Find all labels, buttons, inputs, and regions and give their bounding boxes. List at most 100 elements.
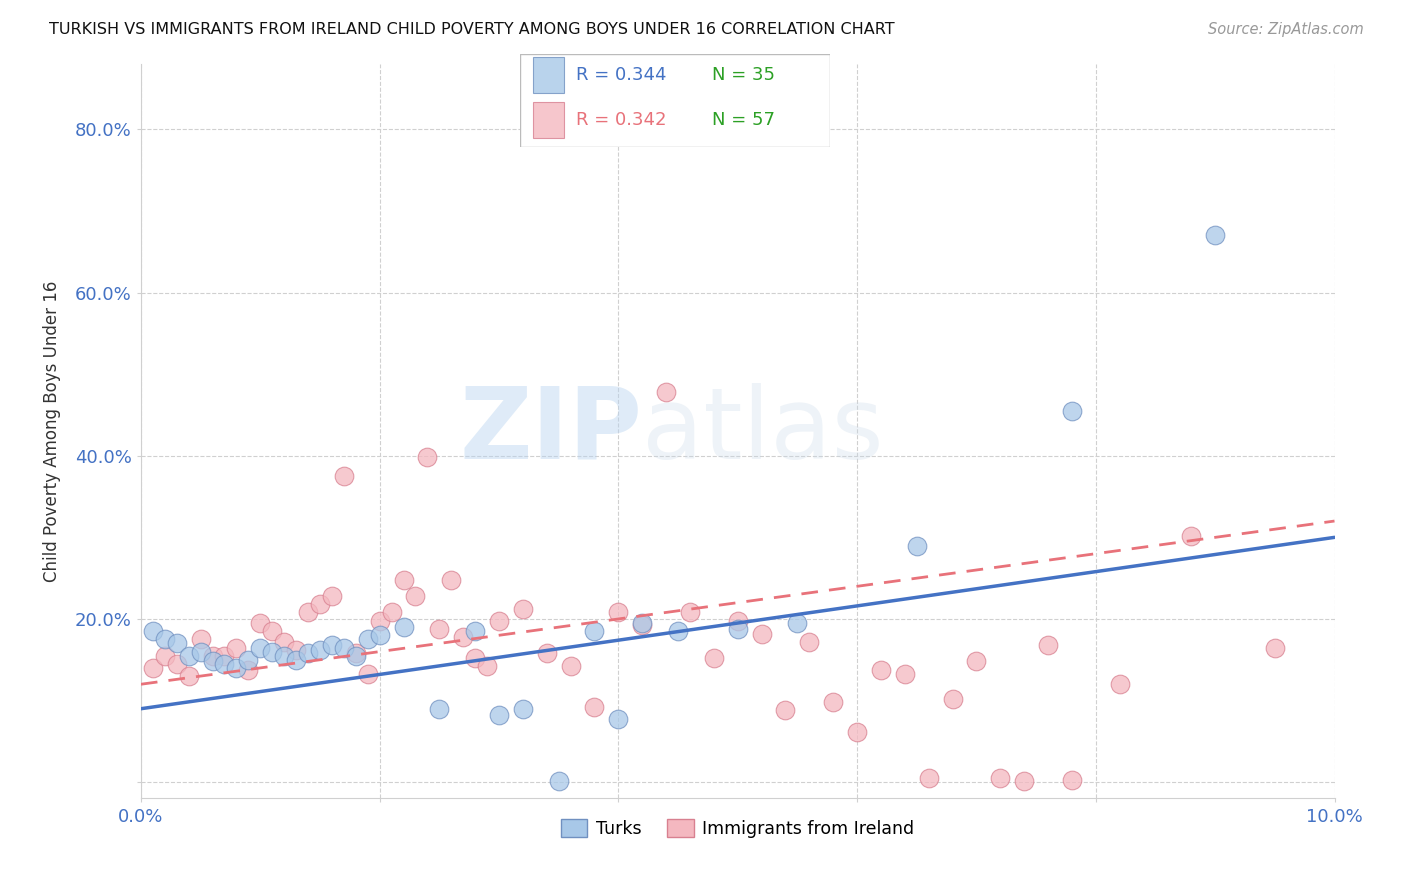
Point (177, 669, 200, 683)
Point (727, 622, 749, 636)
Point (1204, 228, 1226, 243)
Point (427, 702, 450, 716)
Point (190, 632, 212, 647)
Point (488, 708, 510, 723)
Point (512, 702, 534, 716)
Legend: Turks, Immigrants from Ireland: Turks, Immigrants from Ireland (554, 813, 921, 845)
Point (655, 385, 678, 400)
Point (799, 635, 821, 649)
Point (607, 712, 630, 726)
Point (512, 602, 534, 616)
Point (153, 632, 176, 647)
Point (727, 614, 749, 628)
Point (1264, 640, 1286, 655)
Point (321, 638, 343, 652)
Point (751, 626, 773, 640)
Point (965, 654, 987, 668)
Point (607, 606, 630, 620)
Point (225, 640, 247, 655)
Point (142, 624, 165, 639)
Point (225, 661, 247, 675)
Point (166, 636, 188, 650)
Point (344, 648, 367, 663)
Point (583, 700, 606, 714)
Point (404, 589, 426, 603)
Point (309, 643, 332, 657)
Point (368, 628, 391, 642)
Point (249, 640, 271, 655)
Text: ZIP: ZIP (460, 383, 643, 480)
Point (321, 589, 343, 603)
Point (273, 635, 295, 649)
Point (1036, 638, 1059, 652)
Point (153, 648, 176, 663)
Point (440, 573, 463, 587)
Point (344, 646, 367, 660)
Point (1108, 677, 1130, 691)
Point (357, 632, 380, 647)
Point (1012, 773, 1035, 788)
Point (166, 657, 188, 671)
Point (679, 606, 702, 620)
Point (238, 663, 260, 677)
Point (451, 630, 474, 644)
FancyBboxPatch shape (533, 57, 564, 93)
Point (560, 659, 582, 673)
Point (894, 667, 917, 681)
Point (631, 618, 654, 632)
Point (941, 692, 963, 706)
Point (988, 771, 1011, 785)
Point (368, 614, 391, 628)
Point (214, 657, 236, 671)
Text: N = 35: N = 35 (711, 66, 775, 84)
Point (177, 648, 200, 663)
Point (201, 648, 224, 663)
Y-axis label: Child Poverty Among Boys Under 16: Child Poverty Among Boys Under 16 (44, 281, 60, 582)
Point (262, 644, 284, 658)
Point (333, 469, 356, 483)
Point (249, 615, 271, 630)
Point (190, 644, 212, 658)
Point (285, 643, 308, 657)
Point (631, 615, 654, 630)
Text: atlas: atlas (643, 383, 884, 480)
Point (273, 648, 295, 663)
Text: N = 57: N = 57 (711, 111, 775, 129)
Point (823, 695, 845, 709)
Text: R = 0.344: R = 0.344 (576, 66, 666, 84)
Point (1180, 529, 1202, 543)
Point (416, 450, 439, 465)
Point (1060, 404, 1083, 418)
FancyBboxPatch shape (533, 103, 564, 138)
FancyBboxPatch shape (520, 54, 830, 147)
Point (262, 624, 284, 639)
Point (333, 640, 356, 655)
Point (427, 622, 450, 636)
Point (238, 653, 260, 667)
Point (536, 646, 558, 660)
Text: Source: ZipAtlas.com: Source: ZipAtlas.com (1208, 22, 1364, 37)
Point (666, 624, 689, 639)
Point (905, 539, 928, 553)
Text: TURKISH VS IMMIGRANTS FROM IRELAND CHILD POVERTY AMONG BOYS UNDER 16 CORRELATION: TURKISH VS IMMIGRANTS FROM IRELAND CHILD… (49, 22, 894, 37)
Point (285, 653, 308, 667)
Point (380, 606, 402, 620)
Point (297, 646, 319, 660)
Point (547, 773, 569, 788)
Point (488, 614, 510, 628)
Point (918, 771, 941, 785)
Point (309, 597, 332, 611)
Point (703, 651, 725, 665)
Point (786, 615, 808, 630)
Point (357, 667, 380, 681)
Point (392, 620, 415, 634)
Point (583, 624, 606, 639)
Point (392, 573, 415, 587)
Point (464, 651, 486, 665)
Point (201, 654, 224, 668)
Point (775, 703, 797, 717)
Point (870, 663, 893, 677)
Point (475, 659, 498, 673)
Point (297, 606, 319, 620)
Point (214, 648, 236, 663)
